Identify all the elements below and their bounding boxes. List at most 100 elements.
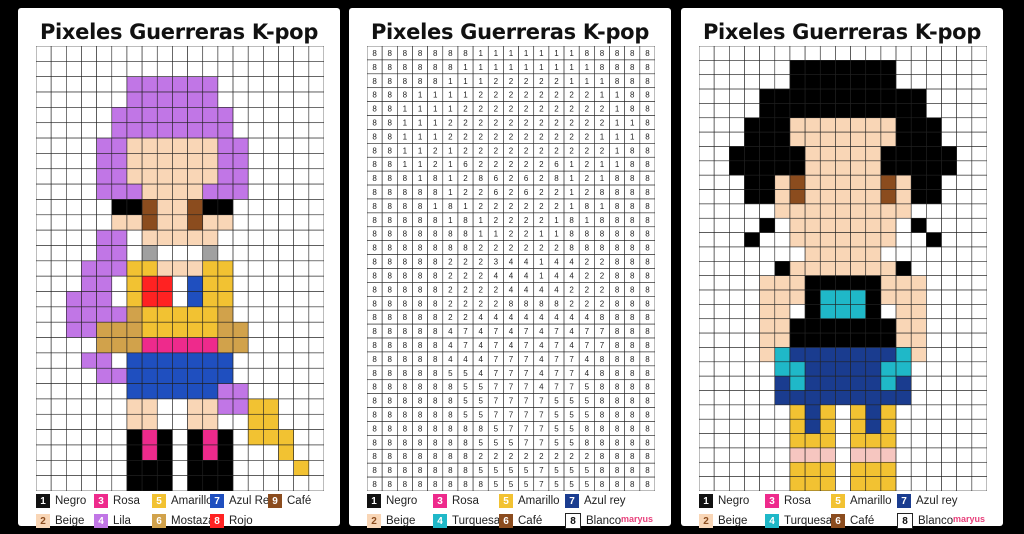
grid-cell <box>971 318 987 334</box>
grid-cell <box>865 433 882 449</box>
cell-number: 7 <box>509 424 514 433</box>
grid-cell <box>789 160 806 176</box>
grid-cell <box>96 229 113 246</box>
cell-number: 1 <box>539 258 544 267</box>
grid-cell <box>156 229 173 246</box>
grid-cell <box>111 398 128 415</box>
grid-cell <box>202 275 219 292</box>
grid-cell <box>819 390 836 406</box>
grid-cell <box>263 383 279 400</box>
grid-cell <box>865 246 882 262</box>
grid-cell <box>819 275 836 291</box>
grid-cell <box>263 183 279 200</box>
cell-number: 7 <box>569 383 574 392</box>
grid-cell <box>774 60 791 76</box>
grid-cell <box>36 76 52 93</box>
cell-number: 2 <box>509 146 514 155</box>
legend-label: Café <box>287 495 312 507</box>
cell-number: 1 <box>478 49 483 58</box>
cell-number: 8 <box>388 188 393 197</box>
grid-cell <box>126 229 143 246</box>
grid-cell <box>50 475 67 491</box>
grid-cell <box>126 444 143 461</box>
grid-cell <box>699 390 715 406</box>
grid-cell <box>111 168 128 185</box>
grid-cell <box>941 375 957 391</box>
grid-cell <box>111 214 128 231</box>
cell-number: 5 <box>569 438 574 447</box>
grid-cell <box>141 306 158 323</box>
grid-cell <box>819 404 836 420</box>
grid-cell <box>187 475 204 491</box>
cell-number: 2 <box>494 244 499 253</box>
grid-cell <box>699 318 715 334</box>
cell-number: 8 <box>372 230 377 239</box>
grid-cell <box>263 122 279 139</box>
legend-item: 5 Amarillo <box>831 492 892 510</box>
grid-cell <box>835 361 851 377</box>
cell-number: 8 <box>418 341 423 350</box>
grid-cell <box>187 321 204 338</box>
cell-number: 8 <box>418 383 423 392</box>
grid-cell <box>926 74 942 90</box>
grid-cell <box>941 289 957 305</box>
cell-number: 8 <box>585 438 590 447</box>
grid-cell <box>96 398 113 415</box>
cell-number: 7 <box>524 341 529 350</box>
grid-cell <box>804 189 821 205</box>
cell-number: 1 <box>448 216 453 225</box>
grid-cell <box>865 390 882 406</box>
grid-cell <box>910 131 927 147</box>
cell-number: 5 <box>524 480 529 489</box>
grid-cell <box>263 137 279 154</box>
grid-cell <box>187 383 204 400</box>
grid-cell <box>835 74 851 90</box>
cell-number: 8 <box>615 188 620 197</box>
grid-cell <box>202 367 219 384</box>
legend-item: 1 Negro <box>699 492 749 510</box>
grid-cell <box>850 232 867 248</box>
grid-cell <box>759 390 776 406</box>
grid-cell <box>850 332 867 348</box>
grid-cell <box>910 74 927 90</box>
grid-cell <box>699 60 715 76</box>
cell-number: 1 <box>463 202 468 211</box>
cell-number: 8 <box>372 480 377 489</box>
grid-cell <box>187 46 204 62</box>
grid-cell <box>713 404 730 420</box>
cell-number: 2 <box>539 452 544 461</box>
cell-number: 4 <box>539 355 544 364</box>
grid-cell <box>744 275 760 291</box>
cell-number: 2 <box>509 188 514 197</box>
cell-number: 8 <box>372 188 377 197</box>
grid-cell <box>36 137 52 154</box>
grid-cell <box>865 461 882 477</box>
cell-number: 2 <box>448 285 453 294</box>
grid-cell <box>172 245 188 262</box>
cell-number: 8 <box>630 77 635 86</box>
grid-cell <box>247 107 264 124</box>
cell-number: 8 <box>448 438 453 447</box>
cell-number: 8 <box>615 174 620 183</box>
grid-cell <box>759 375 776 391</box>
grid-cell <box>36 91 52 108</box>
cell-number: 8 <box>418 244 423 253</box>
grid-cell <box>66 229 82 246</box>
grid-cell <box>111 122 128 139</box>
grid-cell <box>880 304 897 320</box>
cell-number: 8 <box>372 299 377 308</box>
grid-cell <box>744 390 760 406</box>
grid-cell <box>66 337 82 354</box>
grid-cell <box>729 390 745 406</box>
grid-cell <box>217 367 234 384</box>
cell-number: 8 <box>403 327 408 336</box>
grid-cell <box>293 107 310 124</box>
cell-number: 8 <box>645 49 650 58</box>
cell-number: 8 <box>630 146 635 155</box>
legend-label: Turquesa <box>784 515 833 527</box>
cell-number: 8 <box>388 341 393 350</box>
grid-cell <box>895 117 912 133</box>
grid-cell <box>729 189 745 205</box>
cell-number: 8 <box>433 258 438 267</box>
cell-number: 8 <box>388 271 393 280</box>
